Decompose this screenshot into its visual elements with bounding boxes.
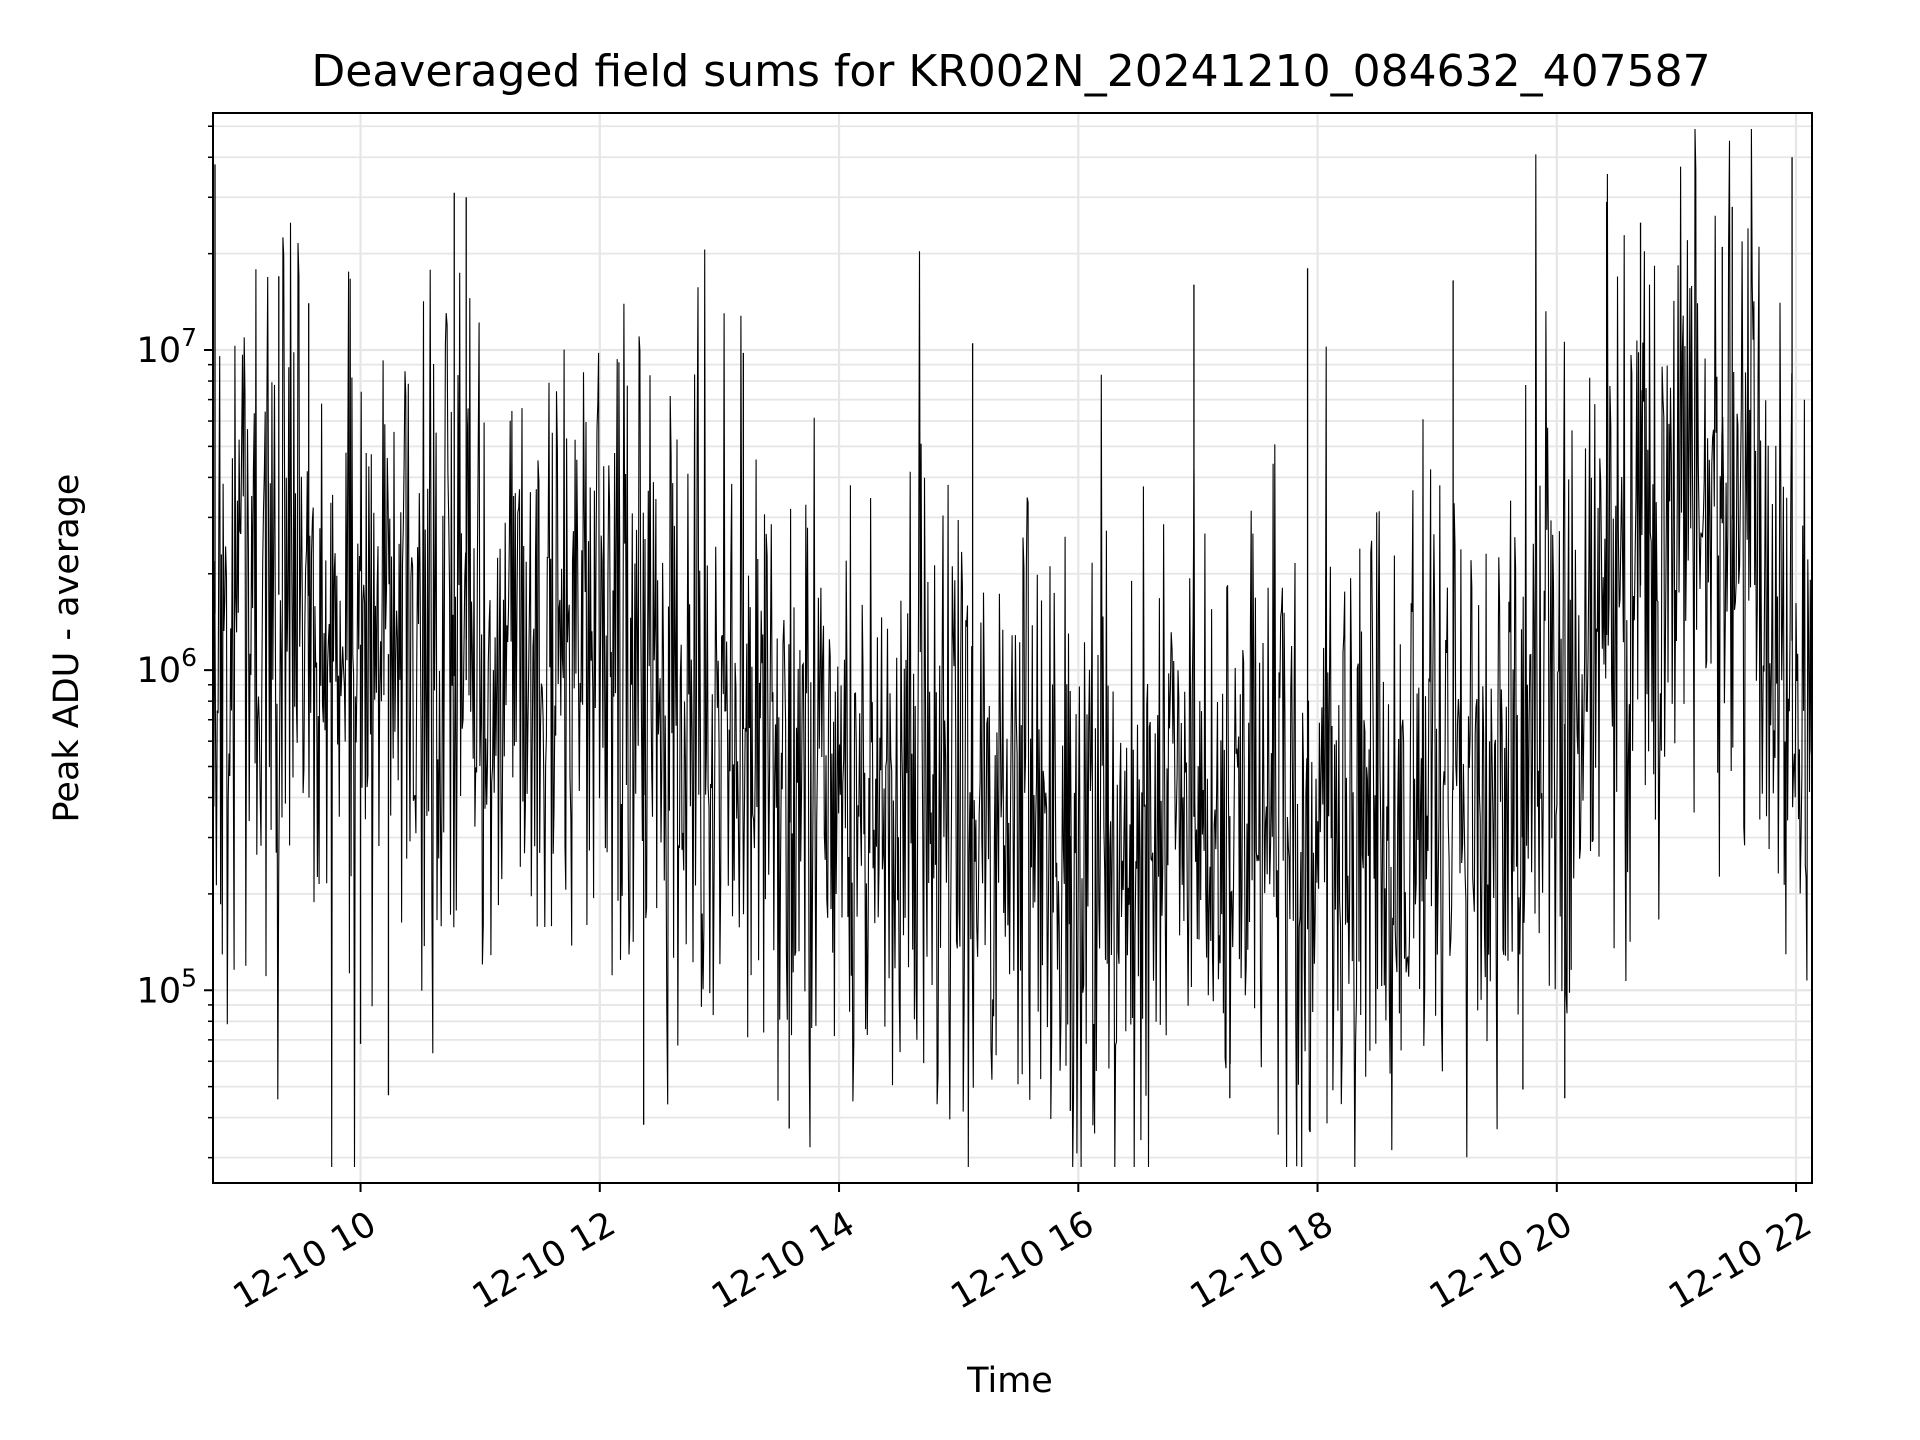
x-tick-label: 12-10 22 bbox=[1662, 1204, 1818, 1317]
series-line bbox=[212, 128, 1813, 1168]
chart-title: Deaveraged field sums for KR002N_2024121… bbox=[311, 46, 1710, 97]
signal-trace bbox=[212, 128, 1813, 1168]
y-tick-label: 106 bbox=[137, 643, 197, 691]
y-tick-label: 105 bbox=[137, 963, 197, 1011]
x-axis-label: Time bbox=[966, 1361, 1053, 1401]
x-axis: 12-10 10 12-10 12 12-10 14 12-10 16 12-10 18… bbox=[227, 1183, 1819, 1317]
x-tick-label: 12-10 16 bbox=[945, 1204, 1101, 1317]
x-tick-label: 12-10 14 bbox=[705, 1204, 861, 1317]
x-tick-label: 12-10 20 bbox=[1423, 1204, 1579, 1317]
x-tick-label: 12-10 12 bbox=[466, 1204, 622, 1317]
x-tick-label: 12-10 10 bbox=[227, 1204, 383, 1317]
y-axis-label: Peak ADU - average bbox=[47, 474, 87, 823]
x-tick-label: 12-10 18 bbox=[1184, 1204, 1340, 1317]
y-tick-label: 107 bbox=[137, 323, 197, 371]
plot-frame bbox=[212, 112, 1813, 1184]
y-axis: 105 106 107 bbox=[137, 125, 213, 1159]
